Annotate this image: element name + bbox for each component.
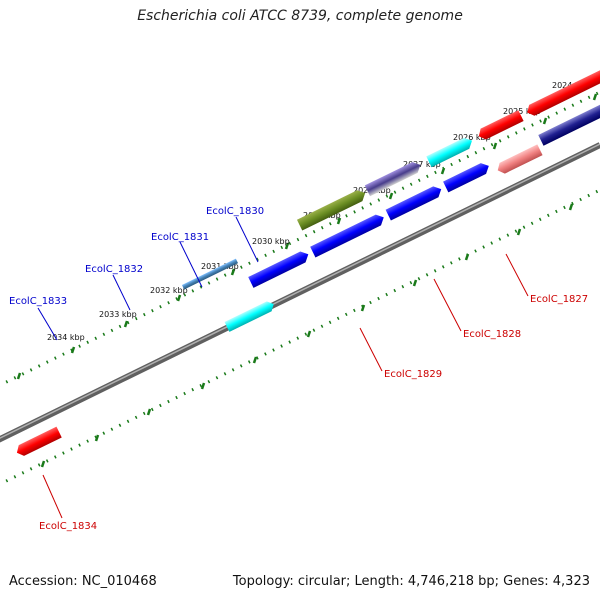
- ruler-label-2026: 2026 kbp: [453, 133, 491, 142]
- gene-slate-1831[interactable]: [364, 159, 423, 197]
- outer-major-ticks: [16, 93, 598, 380]
- gene-label-1827[interactable]: EcolC_1827: [530, 294, 588, 305]
- gene-label-1834[interactable]: EcolC_1834: [39, 521, 97, 532]
- forward-strand: [14, 64, 600, 458]
- gene-blue-3[interactable]: [385, 184, 444, 221]
- gene-red-1834[interactable]: [14, 426, 62, 458]
- gene-label-1832[interactable]: EcolC_1832: [85, 264, 143, 275]
- gene-olive-1832[interactable]: [296, 188, 368, 231]
- gene-cyan-1830[interactable]: [426, 135, 474, 168]
- map-title: Escherichia coli ATCC 8739, complete gen…: [137, 8, 463, 24]
- top-leader-lines: [37, 216, 259, 341]
- gene-cyan-1833[interactable]: [224, 299, 277, 332]
- gene-red-1828[interactable]: [525, 64, 600, 118]
- gene-blue-4[interactable]: [443, 160, 491, 193]
- ruler-label-2032: 2032 kbp: [150, 286, 188, 295]
- gene-label-1830[interactable]: EcolC_1830: [206, 206, 264, 217]
- gene-blue-2[interactable]: [310, 212, 386, 258]
- gene-pink-1829[interactable]: [495, 144, 543, 175]
- gene-label-1829[interactable]: EcolC_1829: [384, 369, 442, 380]
- gene-blue-1[interactable]: [248, 249, 311, 288]
- outer-ruler: [0, 90, 600, 387]
- ruler-label-2030: 2030 kbp: [252, 237, 290, 246]
- gene-label-1828[interactable]: EcolC_1828: [463, 329, 521, 340]
- ruler-label-2033: 2033 kbp: [99, 310, 137, 319]
- gene-steel-1833[interactable]: [181, 258, 239, 290]
- gene-red-1829[interactable]: [476, 110, 524, 141]
- ruler-label-2027: 2027 kbp: [403, 160, 441, 169]
- ruler-label-2034: 2034 kbp: [47, 333, 85, 342]
- gene-navy-1828[interactable]: [538, 91, 600, 146]
- accession-text: Accession: NC_010468: [9, 574, 157, 589]
- inner-major-ticks: [40, 203, 574, 468]
- gene-label-1831[interactable]: EcolC_1831: [151, 232, 209, 243]
- ruler-label-2025: 2025 kbp: [503, 107, 541, 116]
- gene-label-1833[interactable]: EcolC_1833: [9, 296, 67, 307]
- genome-backbone: [0, 142, 600, 443]
- genome-summary-text: Topology: circular; Length: 4,746,218 bp…: [232, 574, 590, 589]
- genome-backbone-highlight: [0, 143, 600, 439]
- bottom-leader-lines: [42, 253, 529, 519]
